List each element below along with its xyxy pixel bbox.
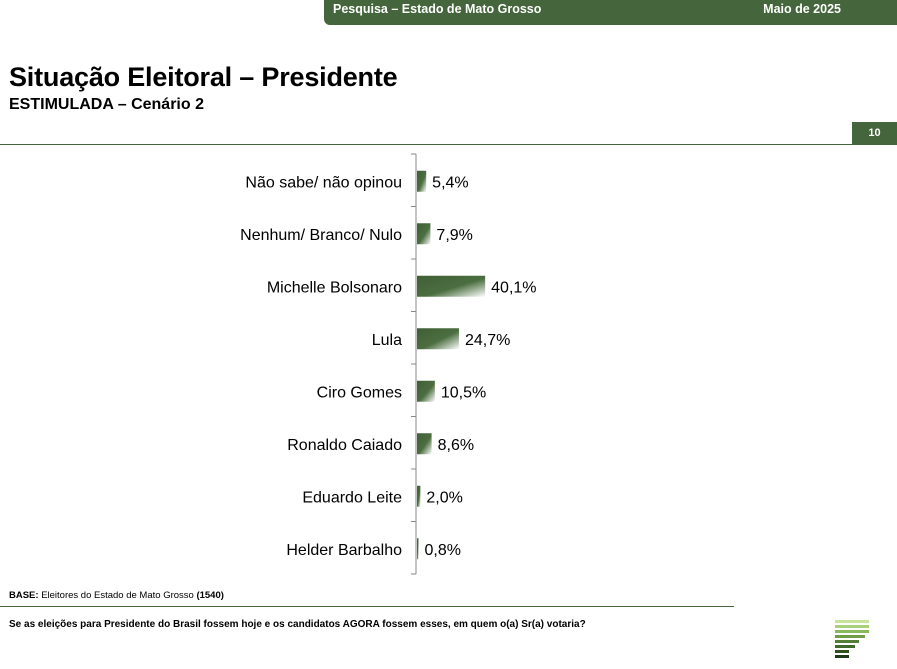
bar <box>417 275 486 297</box>
category-label: Helder Barbalho <box>286 542 402 559</box>
value-label: 0,8% <box>425 542 461 559</box>
category-label: Nenhum/ Branco/ Nulo <box>240 227 402 244</box>
bar <box>417 485 421 507</box>
base-count: (1540) <box>196 590 224 601</box>
category-label: Eduardo Leite <box>302 489 402 506</box>
bar <box>417 170 427 192</box>
page-subtitle: ESTIMULADA – Cenário 2 <box>9 96 204 113</box>
bar <box>417 433 432 455</box>
value-label: 7,9% <box>436 227 472 244</box>
base-label: BASE: <box>9 590 39 601</box>
value-label: 8,6% <box>438 437 474 454</box>
page-number: 10 <box>852 122 897 145</box>
page-title: Situação Eleitoral – Presidente <box>9 62 398 92</box>
value-label: 5,4% <box>432 174 468 191</box>
category-label: Lula <box>372 332 402 349</box>
bar-chart: Não sabe/ não opinou 5,4% Nenhum/ Branco/ … <box>240 153 537 575</box>
survey-label: Pesquisa – Estado de Mato Grosso <box>333 2 542 16</box>
category-label: Ronaldo Caiado <box>287 437 402 454</box>
base-text: Eleitores do Estado de Mato Grosso <box>41 590 194 601</box>
category-label: Ciro Gomes <box>317 384 402 401</box>
bar <box>417 223 431 245</box>
category-label: Não sabe/ não opinou <box>245 174 402 191</box>
category-label: Michelle Bolsonaro <box>267 279 402 296</box>
survey-question: Se as eleições para Presidente do Brasil… <box>9 619 586 630</box>
bar <box>417 328 459 350</box>
base-note: BASE: Eleitores do Estado de Mato Grosso… <box>9 590 224 601</box>
brand-logo <box>835 620 869 660</box>
value-label: 10,5% <box>441 384 486 401</box>
header-divider <box>0 144 897 145</box>
date-label: Maio de 2025 <box>763 2 841 16</box>
value-label: 40,1% <box>491 279 536 296</box>
value-label: 2,0% <box>426 489 462 506</box>
value-label: 24,7% <box>465 332 510 349</box>
bar <box>417 538 419 560</box>
footer-divider <box>0 606 734 607</box>
bar <box>417 380 435 402</box>
header-bar: Pesquisa – Estado de Mato Grosso Maio de… <box>324 0 897 25</box>
